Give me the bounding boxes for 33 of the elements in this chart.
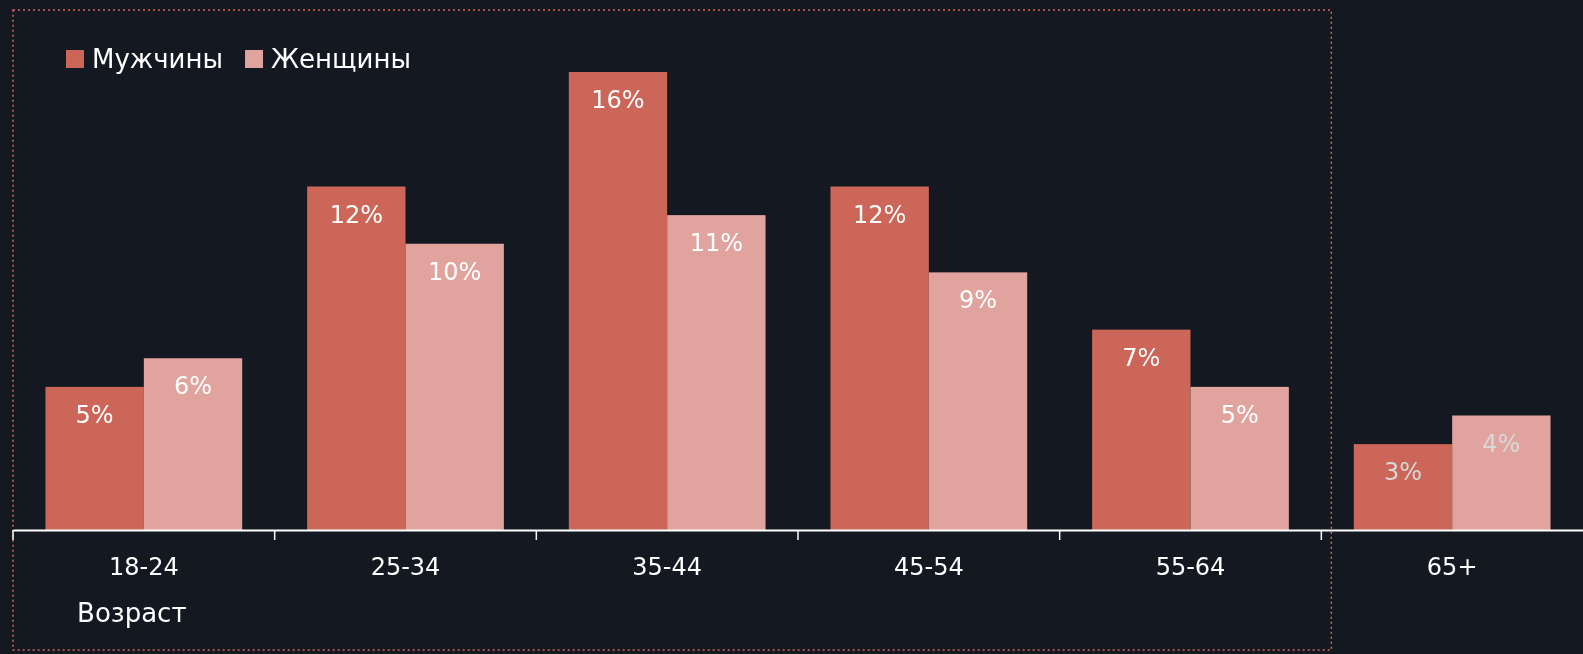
bar	[1353, 444, 1453, 530]
bar	[405, 243, 504, 530]
data-label: 12%	[329, 200, 383, 229]
x-tick-label: 45-54	[893, 553, 964, 582]
x-tick-label: 25-34	[370, 553, 441, 582]
bar	[307, 186, 406, 530]
data-label: 4%	[1482, 429, 1521, 458]
bar	[1092, 329, 1191, 530]
data-label: 5%	[1220, 400, 1259, 429]
bar	[667, 215, 766, 530]
legend-label: Мужчины	[92, 44, 224, 74]
bar	[1190, 386, 1289, 530]
data-label: 5%	[75, 400, 114, 429]
data-label: 16%	[591, 86, 645, 114]
bar	[143, 358, 243, 530]
data-label: 11%	[689, 229, 744, 258]
bar	[830, 186, 929, 530]
data-label: 6%	[173, 372, 213, 401]
data-label: 12%	[852, 200, 907, 229]
data-label: 3%	[1383, 458, 1423, 487]
data-label: 9%	[958, 286, 998, 315]
bar	[568, 72, 668, 530]
bar	[45, 386, 144, 530]
bar	[928, 272, 1028, 530]
x-tick-label: 18-24	[108, 553, 179, 582]
legend-label: Женщины	[271, 44, 411, 74]
data-label: 7%	[1122, 343, 1161, 372]
x-tick-label: 35-44	[632, 553, 703, 582]
x-tick-label: 55-64	[1155, 553, 1226, 582]
data-label: 10%	[428, 257, 482, 286]
x-tick-label: 65+	[1426, 553, 1478, 582]
bar	[1452, 415, 1551, 530]
x-axis-title: Возраст	[77, 598, 187, 628]
